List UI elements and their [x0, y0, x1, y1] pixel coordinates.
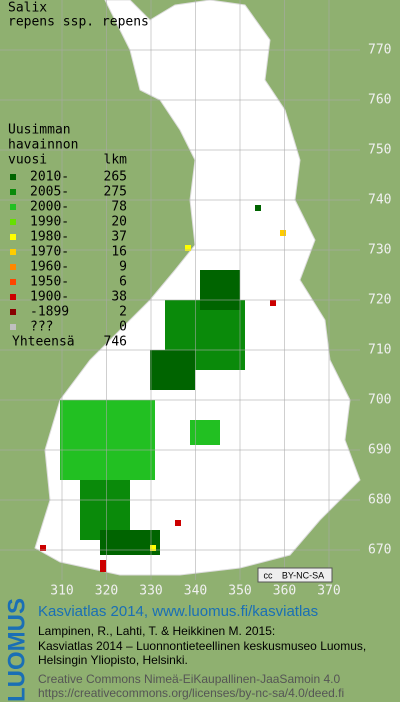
x-tick-label: 360	[273, 584, 296, 599]
legend-count: 20	[111, 215, 127, 230]
license: https://creativecommons.org/licenses/by-…	[38, 686, 344, 700]
dot	[270, 300, 276, 306]
legend-label: 1960-	[30, 260, 69, 275]
legend-label: 1950-	[30, 275, 69, 290]
dot	[255, 205, 261, 211]
dot	[185, 245, 191, 251]
dot	[280, 230, 286, 236]
license: Creative Commons Nimeä-EiKaupallinen-Jaa…	[38, 672, 340, 686]
legend-swatch	[10, 294, 16, 300]
y-tick-label: 750	[368, 143, 391, 158]
dot-cluster	[150, 350, 195, 390]
legend-count: 265	[104, 170, 127, 185]
legend-count: 38	[111, 290, 127, 305]
legend-label: 2010-	[30, 170, 69, 185]
x-tick-label: 310	[50, 584, 73, 599]
legend-swatch	[10, 309, 16, 315]
dot	[175, 520, 181, 526]
dot-cluster	[190, 420, 220, 445]
dot	[40, 545, 46, 551]
x-tick-label: 340	[184, 584, 207, 599]
legend-swatch	[10, 279, 16, 285]
total-label: Yhteensä	[12, 335, 75, 350]
legend-count: 0	[119, 320, 127, 335]
x-tick-label: 350	[228, 584, 251, 599]
legend: 2010- 265 2005- 275 2000- 78 1990- 20 1980- 37 197…	[10, 170, 127, 335]
legend-label: 2005-	[30, 185, 69, 200]
citation: Lampinen, R., Lahti, T. & Heikkinen M. 2…	[38, 624, 275, 638]
legend-swatch	[10, 189, 16, 195]
legend-label: ???	[30, 320, 53, 335]
y-tick-label: 760	[368, 93, 391, 108]
legend-header: Uusimman	[8, 123, 71, 138]
legend-count: 2	[119, 305, 127, 320]
legend-count: 16	[111, 245, 127, 260]
grid: 310 320 330 340 350 360 3707707607507407307207…	[0, 0, 391, 599]
legend-label: 1970-	[30, 245, 69, 260]
x-tick-label: 330	[139, 584, 162, 599]
legend-label: 1990-	[30, 215, 69, 230]
legend-label: -1899	[30, 305, 69, 320]
legend-count: 6	[119, 275, 127, 290]
cc-badge	[257, 567, 333, 583]
legend-label: 1900-	[30, 290, 69, 305]
legend-swatch	[10, 264, 16, 270]
y-tick-label: 710	[368, 343, 391, 358]
y-tick-label: 730	[368, 243, 391, 258]
dot	[100, 560, 106, 572]
citation: Kasviatlas 2014 – Luonnontieteellinen ke…	[38, 639, 366, 653]
y-tick-label: 700	[368, 393, 391, 408]
y-tick-label: 680	[368, 493, 391, 508]
headline: Kasviatlas 2014, www.luomus.fi/kasviatla…	[38, 603, 318, 620]
legend-count: 275	[104, 185, 127, 200]
citation: Helsingin Yliopisto, Helsinki.	[38, 653, 188, 667]
legend-count: 9	[119, 260, 127, 275]
subtitle: repens ssp. repens	[8, 15, 149, 30]
legend-swatch	[10, 219, 16, 225]
legend-swatch	[10, 249, 16, 255]
x-tick-label: 320	[95, 584, 118, 599]
y-tick-label: 690	[368, 443, 391, 458]
legend-count: 78	[111, 200, 127, 215]
legend-label: 2000-	[30, 200, 69, 215]
cc-license: BY-NC-SA	[282, 570, 324, 580]
x-tick-label: 370	[317, 584, 340, 599]
legend-swatch	[10, 234, 16, 240]
dot-cluster	[200, 270, 240, 310]
total: 746	[104, 335, 127, 350]
dot-cluster	[60, 400, 155, 480]
legend-swatch	[10, 324, 16, 330]
legend-swatch	[10, 174, 16, 180]
legend-col: vuosi	[8, 153, 47, 168]
observations	[40, 205, 286, 572]
legend-header: havainnon	[8, 138, 78, 153]
legend-col: lkm	[104, 153, 128, 168]
brand: LUOMUS	[3, 598, 30, 702]
dot	[150, 545, 156, 551]
y-tick-label: 720	[368, 293, 391, 308]
y-tick-label: 670	[368, 543, 391, 558]
y-tick-label: 740	[368, 193, 391, 208]
legend-label: 1980-	[30, 230, 69, 245]
title: Salix	[8, 1, 47, 16]
legend-swatch	[10, 204, 16, 210]
cc-text: cc	[264, 570, 274, 580]
legend-count: 37	[111, 230, 127, 245]
y-tick-label: 770	[368, 43, 391, 58]
